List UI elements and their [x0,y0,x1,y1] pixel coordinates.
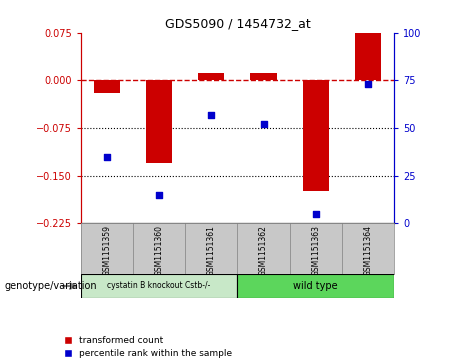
Text: GSM1151363: GSM1151363 [311,225,320,276]
Text: GSM1151362: GSM1151362 [259,225,268,276]
Bar [94,80,120,93]
Text: genotype/variation: genotype/variation [5,281,97,291]
Point [207,112,215,118]
Bar [146,80,172,163]
Point [103,154,111,159]
Text: GSM1151364: GSM1151364 [364,225,372,276]
Bar [355,33,381,80]
Text: wild type: wild type [294,281,338,291]
Title: GDS5090 / 1454732_at: GDS5090 / 1454732_at [165,17,310,30]
Text: GSM1151359: GSM1151359 [102,225,111,276]
Bar [198,73,225,80]
Bar [250,73,277,80]
Text: GSM1151361: GSM1151361 [207,225,216,276]
Point [312,211,319,217]
Bar [303,80,329,192]
Text: cystatin B knockout Cstb-/-: cystatin B knockout Cstb-/- [107,281,211,290]
Point [364,81,372,87]
Point [155,192,163,197]
Bar [237,274,394,298]
Point [260,121,267,127]
Bar [81,274,237,298]
Legend: transformed count, percentile rank within the sample: transformed count, percentile rank withi… [65,336,232,359]
Text: GSM1151360: GSM1151360 [154,225,164,276]
